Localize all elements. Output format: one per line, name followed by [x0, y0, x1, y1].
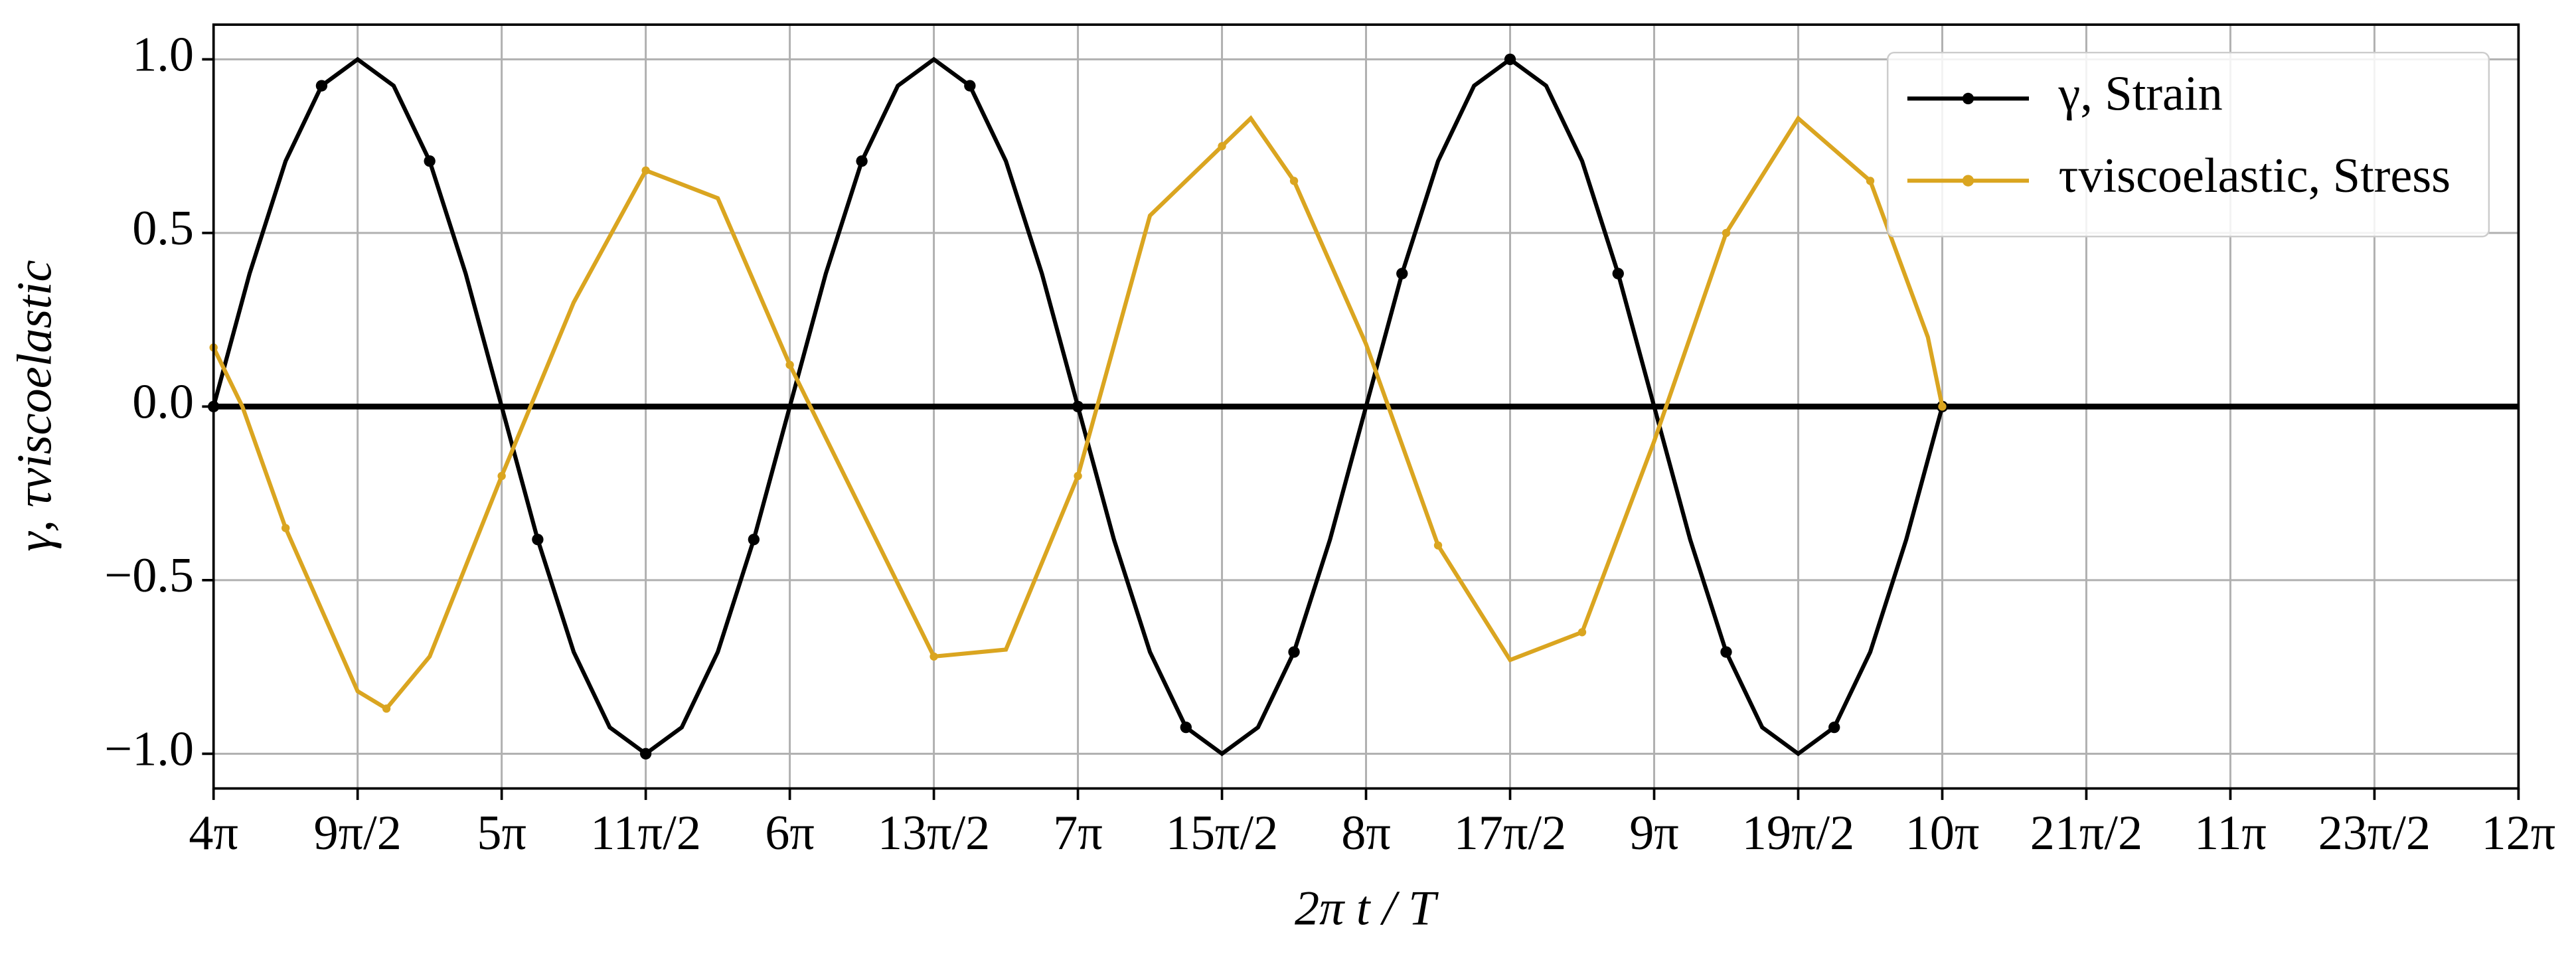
point	[382, 704, 391, 713]
point	[1396, 268, 1408, 279]
point	[1722, 228, 1731, 238]
legend-marker	[1962, 92, 1974, 105]
legend-label: γ, Strain	[2058, 66, 2223, 121]
point	[1720, 646, 1732, 658]
point	[1072, 400, 1084, 413]
y-axis-label: γ, τviscoelastic	[7, 260, 62, 552]
x-tick-label: 15π/2	[1166, 806, 1278, 860]
point	[1866, 177, 1875, 185]
point	[1288, 646, 1300, 658]
point	[1289, 177, 1299, 185]
x-tick-label: 11π/2	[590, 806, 701, 860]
x-tick-label: 5π	[477, 806, 526, 860]
x-tick-label: 21π/2	[2030, 806, 2142, 860]
x-tick-label: 17π/2	[1454, 806, 1566, 860]
point	[785, 360, 794, 369]
point	[964, 80, 976, 92]
x-tick-label: 8π	[1341, 806, 1391, 860]
point	[315, 80, 328, 92]
point	[856, 155, 868, 167]
point	[281, 524, 290, 532]
legend: γ, Strain τviscoelastic, Stress	[1886, 51, 2490, 238]
y-tick-label: −1.0	[104, 722, 194, 776]
y-tick-label: 0.5	[132, 201, 194, 256]
x-tick-label: 19π/2	[1742, 806, 1854, 860]
y-tick-label: 0.0	[132, 374, 194, 429]
x-tick-label: 6π	[765, 806, 815, 860]
y-tick-label: −0.5	[104, 548, 194, 603]
point	[929, 652, 938, 661]
legend-box	[1886, 51, 2490, 238]
legend-marker	[1962, 175, 1974, 187]
x-tick-label: 11π	[2194, 806, 2267, 860]
point	[1612, 268, 1624, 279]
x-tick-label: 7π	[1053, 806, 1103, 860]
x-tick-label: 23π/2	[2318, 806, 2431, 860]
x-tick-label: 13π/2	[878, 806, 990, 860]
point	[1433, 541, 1443, 550]
point	[497, 471, 506, 481]
point	[1828, 721, 1840, 734]
x-tick-label: 4π	[189, 806, 238, 860]
point	[1218, 141, 1226, 151]
point	[424, 155, 436, 167]
point	[1577, 628, 1587, 637]
point	[639, 748, 652, 759]
point	[641, 166, 650, 175]
x-tick-label: 10π	[1905, 806, 1980, 860]
x-tick-label: 12π	[2482, 806, 2556, 860]
x-axis-label: 2π t / T	[1295, 882, 1439, 936]
point	[532, 534, 544, 546]
point	[1938, 402, 1947, 411]
point	[1504, 53, 1516, 66]
point	[748, 534, 760, 546]
point	[1074, 471, 1082, 481]
legend-label: τviscoelastic, Stress	[2059, 149, 2451, 203]
x-tick-label: 9π	[1629, 806, 1679, 860]
plot-frame	[212, 23, 2520, 790]
point	[1180, 721, 1192, 734]
x-tick-label: 9π/2	[314, 806, 402, 860]
y-tick-label: 1.0	[132, 27, 194, 82]
